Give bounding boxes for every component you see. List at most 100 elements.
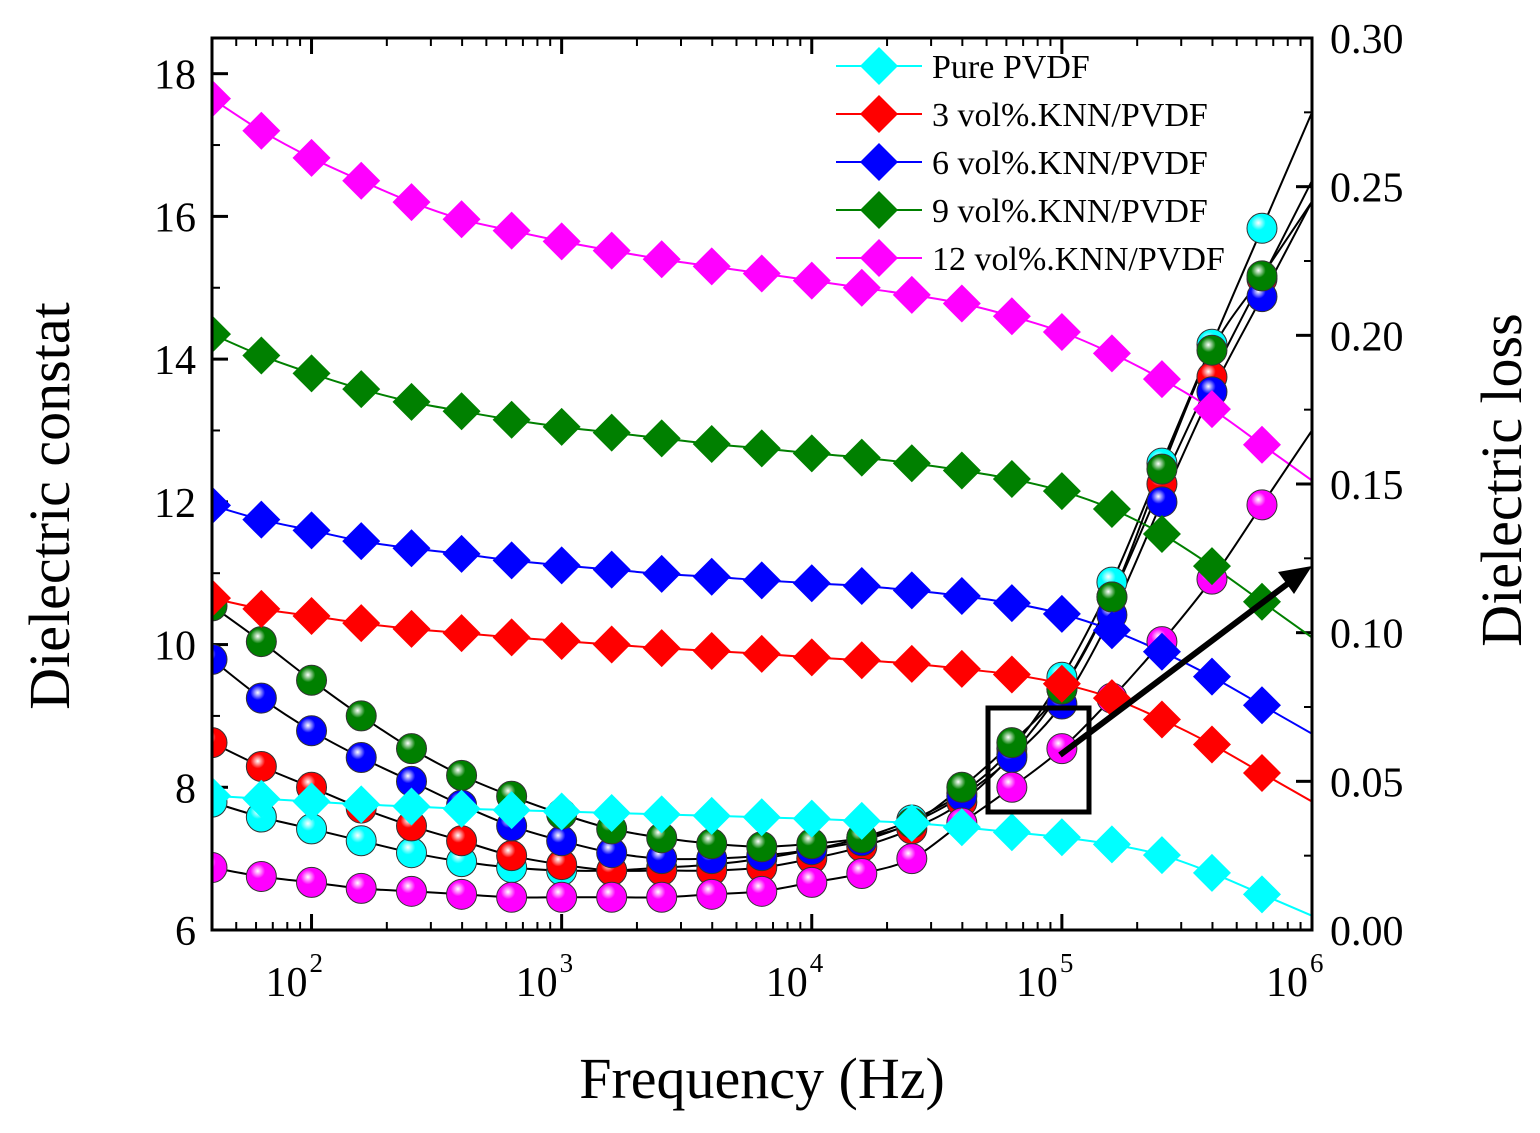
loss-point [345, 872, 377, 904]
constant-point [1142, 700, 1181, 739]
constant-point [212, 486, 231, 525]
constant-point [442, 789, 481, 828]
y-left-tick-label: 12 [154, 481, 196, 527]
constant-point [1092, 825, 1131, 864]
constant-point [1142, 632, 1181, 671]
loss-point [296, 664, 328, 696]
constant-point [892, 444, 931, 483]
constant-point [1042, 472, 1081, 511]
constant-point [642, 240, 681, 279]
constant-point [692, 631, 731, 670]
constant-point [1092, 489, 1131, 528]
x-tick-exponent: 3 [560, 948, 574, 978]
legend-label: Pure PVDF [932, 49, 1090, 86]
loss-point [212, 643, 228, 675]
constant-point [642, 629, 681, 668]
y-left-tick-label: 10 [154, 624, 196, 670]
constant-point [742, 254, 781, 293]
constant-point [892, 644, 931, 683]
loss-point [1246, 260, 1278, 292]
loss-point [1246, 212, 1278, 244]
constant-point [992, 584, 1031, 623]
x-axis-title: Frequency (Hz) [579, 1046, 945, 1111]
constant-point [642, 795, 681, 834]
loss-point [446, 878, 478, 910]
constant-point [292, 138, 331, 177]
legend-label: 12 vol%.KNN/PVDF [932, 241, 1225, 278]
axis-titles: Frequency (Hz) Dielectric constat Dielec… [17, 302, 1534, 1111]
constant-point [842, 801, 881, 840]
constant-point [792, 434, 831, 473]
loss-point [245, 860, 277, 892]
legend-marker [860, 143, 898, 181]
loss-point [546, 881, 578, 913]
constant-point [212, 79, 231, 118]
constant-point [542, 621, 581, 660]
x-tick-label: 10 [1266, 960, 1308, 1006]
constant-point [292, 782, 331, 821]
constant-point [592, 231, 631, 270]
constant-point [792, 261, 831, 300]
constant-point [642, 554, 681, 593]
loss-point [345, 742, 377, 774]
y-left-axis-title: Dielectric constat [17, 302, 82, 709]
constant-point [992, 460, 1031, 499]
constant-point [442, 200, 481, 239]
x-tick-label: 10 [766, 960, 808, 1006]
constant-point [492, 400, 531, 439]
constant-point [942, 451, 981, 490]
loss-point [996, 771, 1028, 803]
loss-point [446, 825, 478, 857]
constant-point [692, 796, 731, 835]
constant-point [792, 564, 831, 603]
constant-point [1242, 425, 1281, 464]
constant-point [992, 297, 1031, 336]
legend-label: 6 vol%.KNN/PVDF [932, 145, 1208, 182]
loss-point [846, 858, 878, 890]
constant-point [592, 793, 631, 832]
legend-marker [860, 239, 898, 277]
loss-point [1096, 581, 1128, 613]
constant-point [392, 183, 431, 222]
constant-point [242, 589, 281, 628]
constant-point [212, 315, 231, 354]
constant-point [592, 625, 631, 664]
constant-point [342, 370, 381, 409]
y-left-tick-label: 6 [175, 909, 196, 955]
constant-point [1142, 836, 1181, 875]
constant-point [542, 222, 581, 261]
loss-point [446, 759, 478, 791]
constant-point [342, 604, 381, 643]
constant-point [892, 571, 931, 610]
constant-point [442, 614, 481, 653]
constant-point [242, 500, 281, 539]
constant-point [542, 407, 581, 446]
constant-point [792, 638, 831, 677]
constant-point [492, 541, 531, 580]
constant-point [592, 550, 631, 589]
constant-point [342, 522, 381, 561]
loss-point [395, 837, 427, 869]
constant-point [212, 579, 231, 618]
y-right-tick-label: 0.10 [1330, 612, 1404, 658]
loss-point [212, 727, 228, 759]
loss-point [496, 840, 528, 872]
x-tick-exponent: 4 [810, 948, 824, 978]
constant-point [492, 618, 531, 657]
constant-point [742, 429, 781, 468]
constant-point [442, 534, 481, 573]
constant-point [542, 546, 581, 585]
constant-point [992, 655, 1031, 694]
constant-point [542, 792, 581, 831]
constant-point [1242, 686, 1281, 725]
constant-point [392, 382, 431, 421]
constant-point [692, 247, 731, 286]
legend-marker [860, 191, 898, 229]
loss-point [1146, 453, 1178, 485]
x-tick-label: 10 [266, 960, 308, 1006]
constant-point [742, 561, 781, 600]
highlight-box [985, 705, 1092, 815]
y-left-tick-label: 8 [175, 766, 196, 812]
constant-point [842, 641, 881, 680]
y-left-tick-label: 14 [154, 338, 196, 384]
